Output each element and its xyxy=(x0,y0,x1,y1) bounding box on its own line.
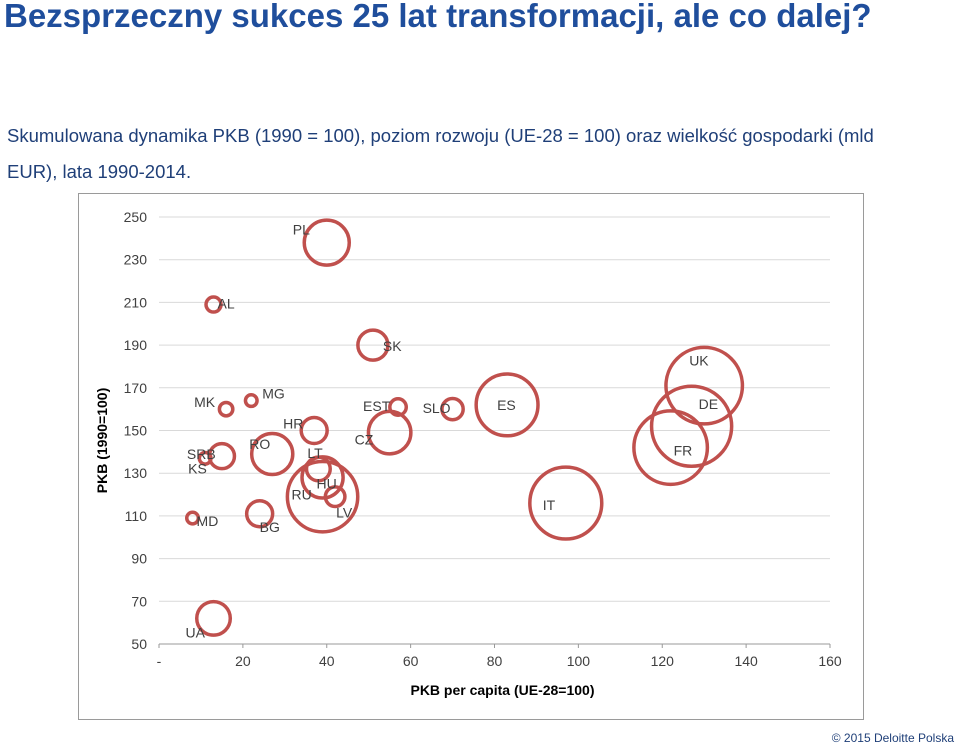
bubble-label-lt: LT xyxy=(307,445,323,461)
bubble-label-ro: RO xyxy=(249,436,270,452)
bubble-label-it: IT xyxy=(543,497,556,513)
bubble-de xyxy=(649,384,734,469)
bubble-slo xyxy=(440,396,465,422)
bubble-label-ua: UA xyxy=(186,624,206,640)
bubble-chart: 50 70 90 110 130 150 170 190 210 230 250 - 20 40 60 80 1… xyxy=(94,209,842,698)
bubble-est xyxy=(388,397,409,417)
bubble-mk xyxy=(217,400,235,418)
bubble-label-bg: BG xyxy=(260,519,280,535)
x-tick-label: 120 xyxy=(651,653,675,669)
bubble-uk xyxy=(664,345,745,426)
bubble-label-ru: RU xyxy=(292,487,312,503)
bubble-label-uk: UK xyxy=(689,353,709,369)
bubble-label-pl: PL xyxy=(293,222,310,238)
y-tick-label: 90 xyxy=(131,551,147,567)
x-tick-label: 60 xyxy=(403,653,419,669)
y-tick-label: 170 xyxy=(124,380,148,396)
bubble-ru xyxy=(285,459,360,534)
y-tick-label: 210 xyxy=(124,294,148,310)
bubble-al xyxy=(204,295,223,314)
x-tick-label: 160 xyxy=(818,653,842,669)
bubble-label-al: AL xyxy=(218,296,235,312)
y-axis-label: PKB (1990=100) xyxy=(94,388,110,493)
bubble-md xyxy=(184,510,201,526)
bubble-hu xyxy=(300,455,345,500)
bubble-cz xyxy=(366,409,413,456)
bubble-mg xyxy=(243,393,259,409)
y-tick-label: 250 xyxy=(124,209,148,225)
bubble-label-md: MD xyxy=(197,513,219,529)
bubble-hr xyxy=(299,415,329,446)
chart-subtitle: Skumulowana dynamika PKB (1990 = 100), p… xyxy=(7,125,874,182)
y-tick-label: 50 xyxy=(131,636,147,652)
bubble-ks xyxy=(197,450,213,466)
bubble-ua xyxy=(194,599,233,637)
x-tick-label: 20 xyxy=(235,653,251,669)
y-tick-label: 150 xyxy=(124,423,148,439)
bubble-label-mk: MK xyxy=(194,394,216,410)
chart-frame: 50 70 90 110 130 150 170 190 210 230 250 - 20 40 60 80 1… xyxy=(78,193,864,720)
bubble-pl xyxy=(302,218,351,267)
bubble-label-de: DE xyxy=(699,396,718,412)
bubble-sk xyxy=(356,328,390,362)
bubble-ro xyxy=(249,431,295,477)
bubble-label-est: EST xyxy=(363,398,391,414)
bubble-label-hu: HU xyxy=(317,475,337,491)
x-tick-label: 100 xyxy=(567,653,591,669)
bubble-es xyxy=(474,372,540,438)
x-tick-label: - xyxy=(157,653,162,669)
copyright-footer: © 2015 Deloitte Polska xyxy=(831,731,954,745)
x-tick-label: 140 xyxy=(734,653,758,669)
bubble-label-hr: HR xyxy=(283,416,303,432)
y-tick-label: 230 xyxy=(124,252,148,268)
x-axis-label: PKB per capita (UE-28=100) xyxy=(410,682,594,698)
bubble-label-mg: MG xyxy=(262,386,285,402)
bubble-label-slo: SLO xyxy=(423,400,451,416)
bubble-label-es: ES xyxy=(497,397,516,413)
x-tick-label: 40 xyxy=(319,653,335,669)
y-tick-label: 130 xyxy=(124,465,148,481)
bubble-label-fr: FR xyxy=(674,443,693,459)
bubble-bg xyxy=(244,499,275,529)
x-tick-label: 80 xyxy=(487,653,503,669)
bubble-fr xyxy=(632,409,710,487)
y-tick-label: 190 xyxy=(124,337,148,353)
bubble-label-cz: CZ xyxy=(355,432,374,448)
bubble-label-lv: LV xyxy=(336,505,353,521)
y-tick-label: 70 xyxy=(131,593,147,609)
bubble-it xyxy=(528,465,604,541)
bubble-lv xyxy=(323,485,347,509)
bubble-label-sk: SK xyxy=(383,338,402,354)
page-title: Bezsprzeczny sukces 25 lat transformacji… xyxy=(4,0,872,34)
bubble-label-ks: KS xyxy=(188,460,207,476)
bubble-label-srb: SRB xyxy=(187,446,216,462)
y-tick-label: 110 xyxy=(125,508,148,524)
